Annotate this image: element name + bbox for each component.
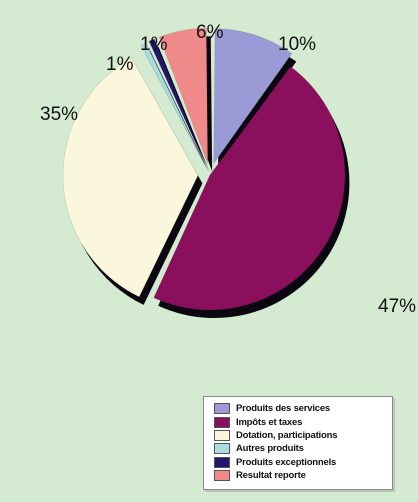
slice-value-label: 47% xyxy=(378,296,416,317)
pie-slice xyxy=(213,28,293,165)
legend-item: Autres produits xyxy=(214,442,388,455)
legend-label: Impôts et taxes xyxy=(236,416,303,428)
legend-swatch xyxy=(214,403,230,415)
legend-label: Autres produits xyxy=(236,443,304,455)
legend-item: Impôts et taxes xyxy=(214,415,388,428)
slice-value-label: 6% xyxy=(196,22,224,43)
chart-legend: Produits des services Impôts et taxes Do… xyxy=(203,396,393,490)
legend-label: Resultat reporte xyxy=(236,470,306,482)
legend-swatch xyxy=(214,443,230,455)
pie-slice xyxy=(148,38,206,165)
legend-label: Produits exceptionnels xyxy=(236,456,337,468)
slice-value-label: 35% xyxy=(40,104,78,125)
legend-item: Dotation, participations xyxy=(214,429,388,442)
pie-slice xyxy=(158,27,209,164)
slice-value-label: 1% xyxy=(140,34,168,55)
slice-value-label: 10% xyxy=(278,34,316,55)
legend-item: Produits exceptionnels xyxy=(214,456,388,469)
pie-slice xyxy=(62,57,199,298)
legend-label: Dotation, participations xyxy=(236,429,338,441)
pie-slice xyxy=(153,66,346,311)
legend-swatch xyxy=(214,416,230,428)
legend-swatch xyxy=(214,456,230,468)
legend-swatch xyxy=(214,470,230,482)
legend-swatch xyxy=(214,429,230,441)
legend-item: Produits des services xyxy=(214,402,388,415)
pie-slice xyxy=(140,42,205,165)
legend-label: Produits des services xyxy=(236,403,331,415)
slice-value-label: 1% xyxy=(106,54,134,75)
legend-item: Resultat reporte xyxy=(214,469,388,482)
